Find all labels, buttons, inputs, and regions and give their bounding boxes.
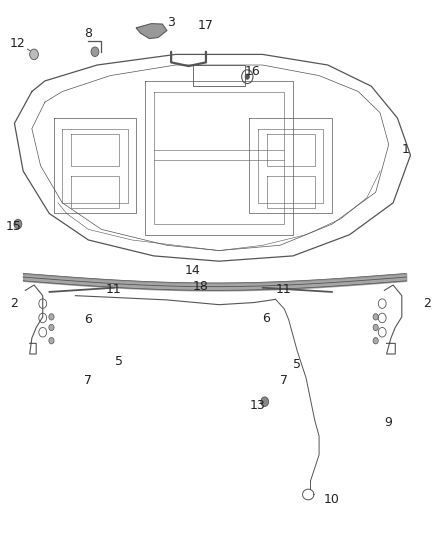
Text: 6: 6 <box>262 312 270 325</box>
Text: 10: 10 <box>323 494 339 506</box>
Text: 8: 8 <box>84 27 92 39</box>
Circle shape <box>49 337 54 344</box>
Text: 14: 14 <box>184 264 200 277</box>
Circle shape <box>373 337 378 344</box>
Text: 18: 18 <box>193 280 209 293</box>
Text: 5: 5 <box>293 358 301 371</box>
Text: 13: 13 <box>250 399 265 412</box>
Text: 11: 11 <box>276 283 291 296</box>
Circle shape <box>49 324 54 330</box>
Circle shape <box>14 219 22 229</box>
Circle shape <box>373 314 378 320</box>
Circle shape <box>245 74 250 79</box>
Text: 3: 3 <box>167 16 175 29</box>
Text: 15: 15 <box>6 220 21 233</box>
Text: 7: 7 <box>84 374 92 387</box>
Circle shape <box>91 47 99 56</box>
Text: 7: 7 <box>280 374 288 387</box>
Text: 5: 5 <box>115 356 123 368</box>
Polygon shape <box>136 23 167 38</box>
Circle shape <box>49 314 54 320</box>
Text: 2: 2 <box>10 297 18 310</box>
Text: 2: 2 <box>424 297 431 310</box>
Text: 6: 6 <box>84 313 92 326</box>
Circle shape <box>30 49 39 60</box>
Text: 1: 1 <box>402 143 410 156</box>
Text: 17: 17 <box>197 19 213 32</box>
Circle shape <box>261 397 268 407</box>
Text: 9: 9 <box>385 416 392 430</box>
Text: 11: 11 <box>106 283 122 296</box>
Text: 12: 12 <box>10 37 26 50</box>
Circle shape <box>373 324 378 330</box>
Text: 16: 16 <box>245 66 261 78</box>
